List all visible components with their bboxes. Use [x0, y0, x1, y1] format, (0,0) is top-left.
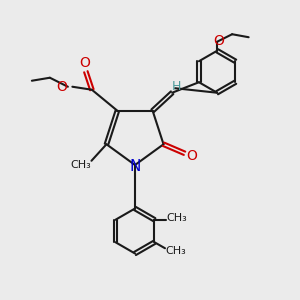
Text: H: H: [172, 80, 181, 93]
Text: O: O: [213, 34, 224, 48]
Text: CH₃: CH₃: [167, 213, 188, 223]
Text: CH₃: CH₃: [165, 246, 186, 256]
Text: N: N: [129, 159, 141, 174]
Text: O: O: [79, 56, 90, 70]
Text: CH₃: CH₃: [70, 160, 91, 170]
Text: O: O: [56, 80, 67, 94]
Text: O: O: [187, 149, 197, 163]
